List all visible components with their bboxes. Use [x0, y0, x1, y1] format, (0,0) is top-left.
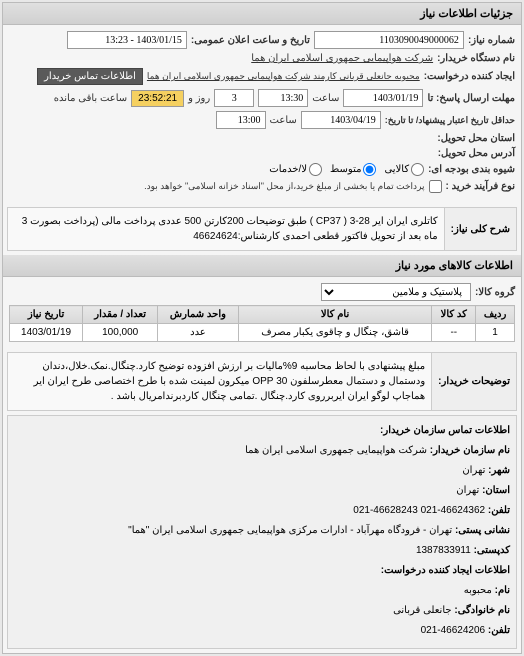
phone2-label: تلفن: [488, 625, 510, 636]
announce-date-input[interactable] [67, 31, 187, 49]
timer-display: 23:52:21 [131, 90, 184, 107]
time-label-1: ساعت [312, 93, 339, 104]
postalcode-label: کدپستی: [474, 545, 510, 556]
radio-other[interactable]: لا/خدمات [269, 163, 322, 176]
city-label: شهر: [488, 465, 510, 476]
contact-info-button[interactable]: اطلاعات تماس خریدار [37, 68, 143, 85]
desc2-label: توضیحات خریدار: [431, 353, 516, 410]
device-name-label: نام دستگاه خریدار: [437, 53, 515, 64]
contact-section-title: اطلاعات تماس سازمان خریدار: [14, 422, 510, 440]
td-name: قاشق، چنگال و چاقوی یکبار مصرف [238, 324, 432, 342]
validity-date-input[interactable] [301, 111, 381, 129]
phone2-value: 46624206-021 [421, 625, 486, 636]
postal-label: نشانی پستی: [455, 525, 510, 536]
name-value: محبوبه [464, 585, 492, 596]
creator-label: ایجاد کننده درخواست: [424, 71, 515, 82]
delivery-state-label: استان محل تحویل: [437, 133, 515, 144]
city-value: تهران [462, 465, 485, 476]
radio-medium[interactable]: متوسط [330, 163, 376, 176]
radio-kalai[interactable]: کالایی [384, 163, 424, 176]
request-number-input[interactable] [314, 31, 464, 49]
th-unit: واحد شمارش [158, 306, 238, 324]
desc1-content: کاتلری ایران ایر 28-3 ( CP37 ) طبق توضیح… [8, 208, 444, 250]
postal-value: تهران - فرودگاه مهرآباد - ادارات مرکزی ه… [128, 525, 452, 536]
validity-time-input[interactable] [216, 111, 266, 129]
prepay-label: نوع فرآیند خرید : [446, 181, 515, 192]
th-row: ردیف [476, 306, 515, 324]
desc1-label: شرح کلی نیاز: [444, 208, 516, 250]
device-name-value: شرکت هواپیمایی جمهوری اسلامی ایران هما [251, 53, 433, 64]
announce-date-label: تاریخ و ساعت اعلان عمومی: [191, 35, 310, 46]
delivery-address-label: آدرس محل تحویل: [438, 148, 515, 159]
prepay-note: پرداخت تمام یا بخشی از مبلغ خرید،از محل … [144, 181, 424, 192]
name-label: نام: [495, 585, 510, 596]
group-label: گروه کالا: [475, 287, 515, 298]
request-number-label: شماره نیاز: [468, 35, 515, 46]
td-qty: 100,000 [83, 324, 158, 342]
validity-deadline-label: حداقل تاریخ اعتبار پیشنهاد/ تا تاریخ: [385, 115, 515, 126]
th-name: نام کالا [238, 306, 432, 324]
days-label: روز و [188, 93, 210, 104]
goods-table: ردیف کد کالا نام کالا واحد شمارش تعداد /… [9, 305, 515, 342]
response-deadline-label: مهلت ارسال پاسخ: تا [427, 93, 515, 104]
family-label: نام خانوادگی: [454, 605, 510, 616]
org-label: نام سازمان خریدار: [430, 445, 510, 456]
table-row[interactable]: 1 -- قاشق، چنگال و چاقوی یکبار مصرف عدد … [10, 324, 515, 342]
phone-label: تلفن: [488, 505, 510, 516]
budget-label: شیوه بندی بودجه ای: [428, 164, 515, 175]
group-dropdown[interactable]: پلاستیک و ملامین [321, 283, 471, 301]
postalcode-value: 1387833911 [416, 545, 471, 556]
desc2-content: مبلغ پیشنهادی با لحاظ محاسبه 9%مالیات بر… [8, 353, 431, 410]
td-row: 1 [476, 324, 515, 342]
state-label: استان: [482, 485, 510, 496]
days-remaining-input[interactable] [214, 89, 254, 107]
creator-value: محبوبه جانعلی قربانی کارمند شرکت هواپیما… [147, 71, 420, 82]
panel-header: جزئیات اطلاعات نیاز [3, 3, 521, 25]
state-value: تهران [456, 485, 479, 496]
remaining-label: ساعت باقی مانده [54, 93, 127, 104]
th-qty: تعداد / مقدار [83, 306, 158, 324]
td-code: -- [432, 324, 476, 342]
time-label-2: ساعت [270, 115, 297, 126]
org-value: شرکت هواپیمایی جمهوری اسلامی ایران هما [245, 445, 427, 456]
creator-section-title: اطلاعات ایجاد کننده درخواست: [14, 562, 510, 580]
family-value: جانعلی قربانی [393, 605, 452, 616]
phone-value: 46624362-021 46628243-021 [353, 505, 485, 516]
goods-section-header: اطلاعات کالاهای مورد نیاز [3, 255, 521, 277]
th-code: کد کالا [432, 306, 476, 324]
td-date: 1403/01/19 [10, 324, 83, 342]
response-date-input[interactable] [343, 89, 423, 107]
th-date: تاریخ نیاز [10, 306, 83, 324]
response-time-input[interactable] [258, 89, 308, 107]
td-unit: عدد [158, 324, 238, 342]
prepay-checkbox[interactable] [429, 180, 442, 193]
